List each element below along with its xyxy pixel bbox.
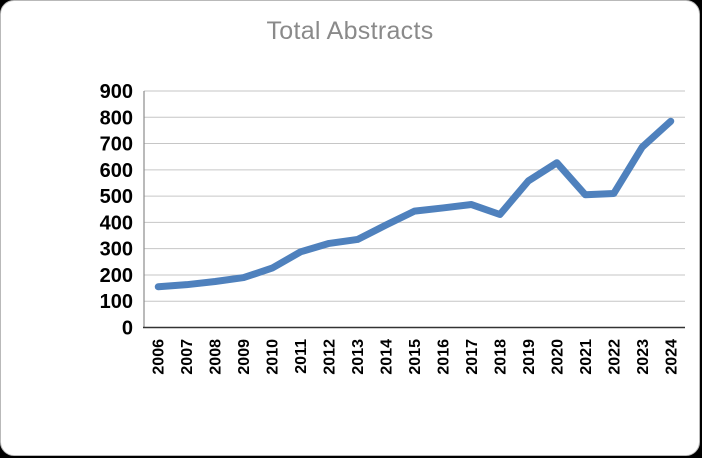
x-tick-label: 2022 — [606, 339, 623, 375]
x-tick-label: 2014 — [379, 339, 396, 375]
y-tick-label: 0 — [122, 318, 133, 340]
y-tick-label: 700 — [100, 134, 133, 156]
y-tick-label: 200 — [100, 265, 133, 287]
y-tick-label: 100 — [100, 291, 133, 313]
x-tick-label: 2017 — [464, 339, 481, 375]
y-tick-label: 500 — [100, 186, 133, 208]
x-tick-label: 2021 — [578, 339, 595, 375]
x-tick-label: 2008 — [208, 339, 225, 375]
x-tick-label: 2023 — [635, 339, 652, 375]
series-line-total-abstracts — [154, 117, 675, 291]
x-tick-label: 2011 — [293, 339, 310, 374]
x-tick-label: 2006 — [151, 339, 168, 375]
x-axis-labels: 2006 2007 2008 2009 2010 2011 2012 2013 2014 2015… — [151, 339, 681, 375]
x-tick-label: 2019 — [521, 339, 538, 375]
y-tick-label: 900 — [100, 81, 133, 103]
chart-title: Total Abstracts — [266, 17, 434, 45]
y-tick-label: 800 — [100, 107, 133, 129]
x-tick-label: 2024 — [663, 339, 680, 375]
y-tick-label: 300 — [100, 239, 133, 261]
x-tick-label: 2020 — [549, 339, 566, 375]
x-tick-label: 2009 — [236, 339, 253, 375]
x-tick-label: 2013 — [350, 339, 367, 375]
x-tick-label: 2010 — [265, 339, 282, 375]
y-axis-labels: 0 100 200 300 400 500 600 700 800 900 — [100, 81, 133, 340]
y-tick-label: 600 — [100, 160, 133, 182]
x-tick-label: 2018 — [492, 339, 509, 375]
x-tick-label: 2007 — [179, 339, 196, 375]
x-tick-label: 2012 — [322, 339, 339, 375]
gridlines — [144, 90, 685, 328]
y-tick-label: 400 — [100, 212, 133, 234]
x-tick-label: 2016 — [435, 339, 452, 375]
x-tick-label: 2015 — [407, 339, 424, 375]
